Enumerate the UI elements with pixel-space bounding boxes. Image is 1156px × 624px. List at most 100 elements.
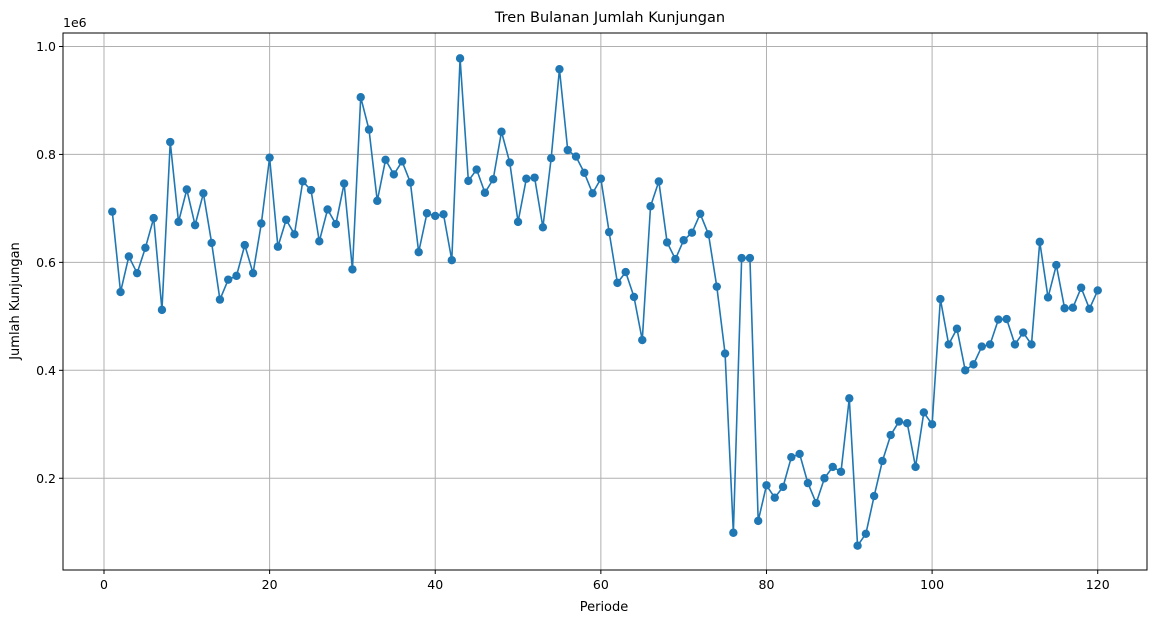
data-point (861, 529, 871, 539)
data-point (596, 174, 606, 183)
data-point (828, 462, 837, 472)
data-point (149, 213, 158, 223)
data-point (447, 256, 456, 265)
data-point (1060, 304, 1069, 313)
data-point (240, 240, 249, 250)
data-point (232, 271, 241, 281)
data-point (638, 335, 647, 345)
data-point (853, 541, 862, 550)
data-point (671, 254, 680, 264)
x-tick-label: 60 (593, 577, 609, 592)
data-point (1043, 293, 1053, 302)
data-point (720, 349, 730, 358)
data-point (323, 205, 332, 214)
data-point (339, 179, 349, 188)
data-point (1010, 340, 1020, 349)
data-point (389, 170, 399, 179)
data-point (132, 268, 142, 278)
data-point (985, 340, 995, 349)
data-point (530, 173, 539, 182)
data-point (472, 165, 481, 174)
data-point (745, 253, 755, 263)
data-point (257, 219, 266, 228)
data-point (1027, 340, 1036, 349)
data-point (199, 189, 208, 198)
data-point (820, 474, 829, 483)
data-point (455, 54, 465, 63)
data-point (348, 265, 357, 274)
data-point (439, 210, 448, 219)
data-point (604, 227, 614, 237)
x-tick-label: 0 (100, 577, 108, 592)
data-point (646, 202, 655, 211)
data-point (869, 491, 879, 501)
data-point (845, 394, 854, 403)
data-point (878, 456, 887, 466)
data-point (1035, 237, 1044, 247)
data-point (373, 196, 382, 206)
y-axis-label: Jumlah Kunjungan (8, 242, 23, 361)
data-point (629, 292, 639, 302)
data-point (215, 295, 225, 304)
data-point (431, 211, 440, 221)
data-point (522, 174, 531, 183)
data-point (273, 242, 283, 251)
data-point (538, 223, 548, 232)
data-point (712, 282, 721, 291)
y-tick-label: 0.2 (36, 471, 56, 486)
data-point (737, 253, 746, 263)
data-point (422, 209, 432, 218)
data-point (621, 267, 630, 277)
data-point (919, 408, 929, 417)
data-point (704, 230, 713, 239)
data-point (696, 209, 705, 218)
data-point (497, 127, 506, 136)
data-point (679, 236, 688, 245)
data-point (381, 155, 390, 165)
data-point (1068, 303, 1078, 312)
data-point (397, 157, 407, 166)
data-point (513, 217, 523, 227)
data-point (166, 137, 175, 147)
data-point (356, 93, 365, 102)
data-point (903, 419, 912, 428)
y-tick-label: 0.8 (36, 147, 56, 162)
data-point (952, 324, 962, 333)
data-point (654, 177, 664, 186)
data-point (116, 287, 125, 297)
data-point (795, 449, 804, 459)
data-point (754, 516, 763, 526)
data-point (894, 417, 904, 426)
data-point (489, 175, 498, 184)
data-point (406, 178, 415, 187)
data-point (762, 481, 771, 490)
x-tick-label: 80 (759, 577, 775, 592)
data-point (811, 498, 821, 508)
data-point (141, 243, 150, 252)
data-point (464, 176, 473, 186)
data-point (480, 188, 490, 197)
data-point (108, 207, 117, 216)
data-point (687, 228, 697, 237)
data-point (265, 153, 274, 162)
grid (63, 33, 1147, 570)
data-point (662, 238, 672, 247)
data-point (563, 145, 572, 155)
data-point (936, 294, 945, 304)
data-point (977, 342, 986, 351)
data-series (108, 54, 1102, 550)
data-point (290, 230, 299, 239)
data-point (224, 275, 233, 284)
data-point (315, 237, 324, 246)
data-point (414, 247, 423, 257)
data-point (836, 467, 846, 476)
data-point (969, 360, 978, 369)
chart-title: Tren Bulanan Jumlah Kunjungan (494, 10, 725, 26)
data-point (331, 219, 341, 229)
data-point (588, 189, 597, 198)
data-point (124, 252, 134, 261)
data-point (281, 215, 291, 224)
data-point (1093, 286, 1102, 295)
data-point (961, 366, 970, 375)
